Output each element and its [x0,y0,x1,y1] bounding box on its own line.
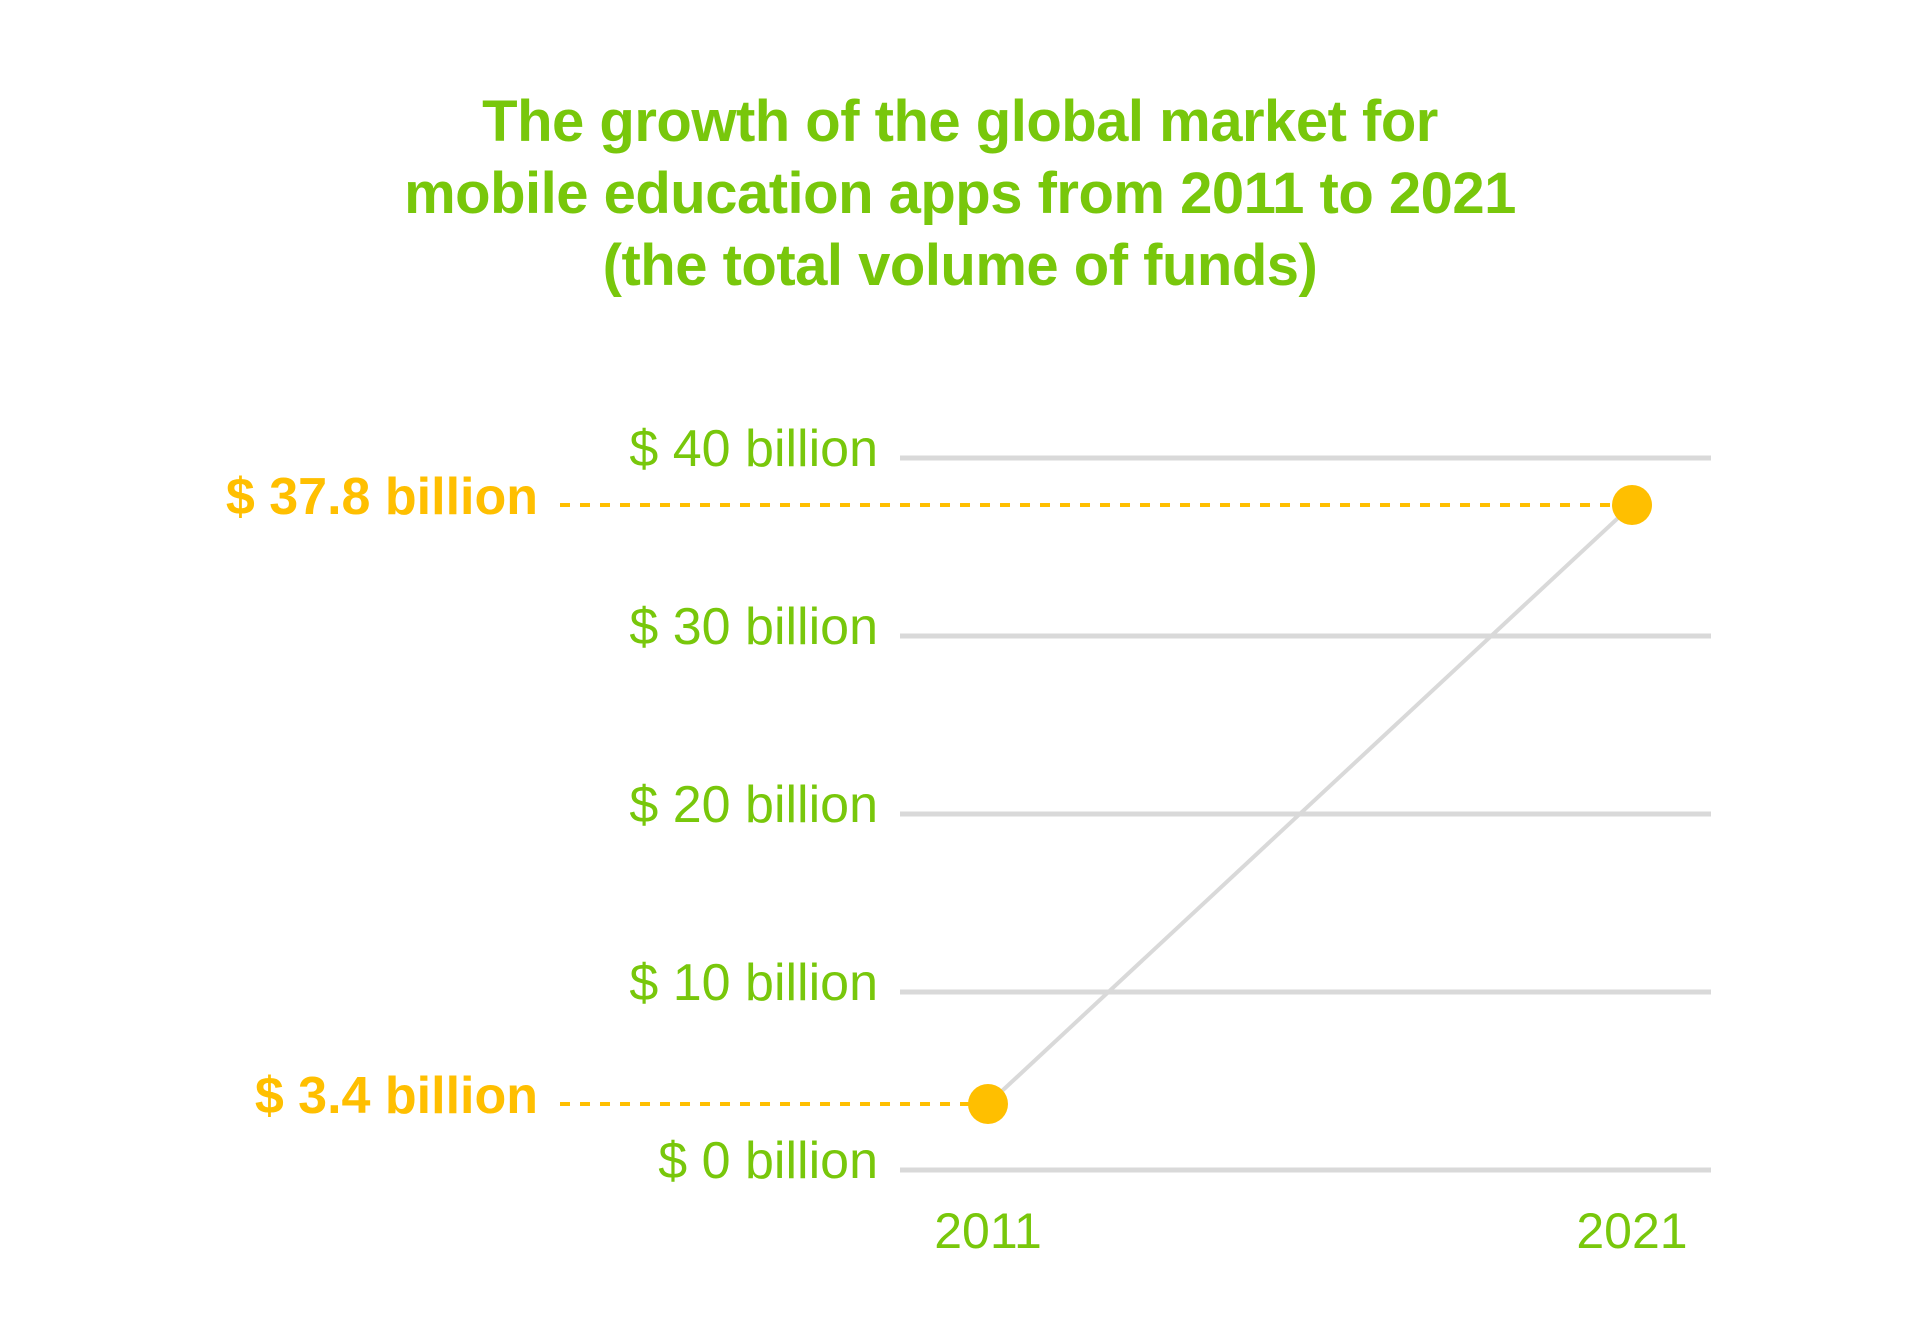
callout-label-low: $ 3.4 billion [255,1067,538,1125]
y-axis-labels: $ 40 billion $ 30 billion $ 20 billion $… [629,420,878,1190]
gridlines [900,455,1711,1173]
chart-title-line-2: mobile education apps from 2011 to 2021 [404,161,1516,226]
y-tick-30: $ 30 billion [629,598,878,656]
data-point-2021 [1612,485,1652,525]
data-point-2011 [968,1084,1008,1124]
callout-labels: $ 37.8 billion $ 3.4 billion [226,468,538,1125]
y-tick-40: $ 40 billion [629,420,878,478]
chart-title: The growth of the global market for mobi… [0,86,1920,302]
x-tick-2011: 2011 [934,1203,1042,1259]
chart-title-line-1: The growth of the global market for [482,89,1438,154]
callout-label-high: $ 37.8 billion [226,468,538,526]
chart-title-line-3: (the total volume of funds) [602,233,1318,298]
x-axis-labels: 2011 2021 [934,1203,1687,1259]
y-tick-20: $ 20 billion [629,776,878,834]
data-line [986,503,1634,1106]
x-tick-2021: 2021 [1576,1203,1687,1259]
y-tick-10: $ 10 billion [629,954,878,1012]
y-tick-0: $ 0 billion [658,1132,878,1190]
